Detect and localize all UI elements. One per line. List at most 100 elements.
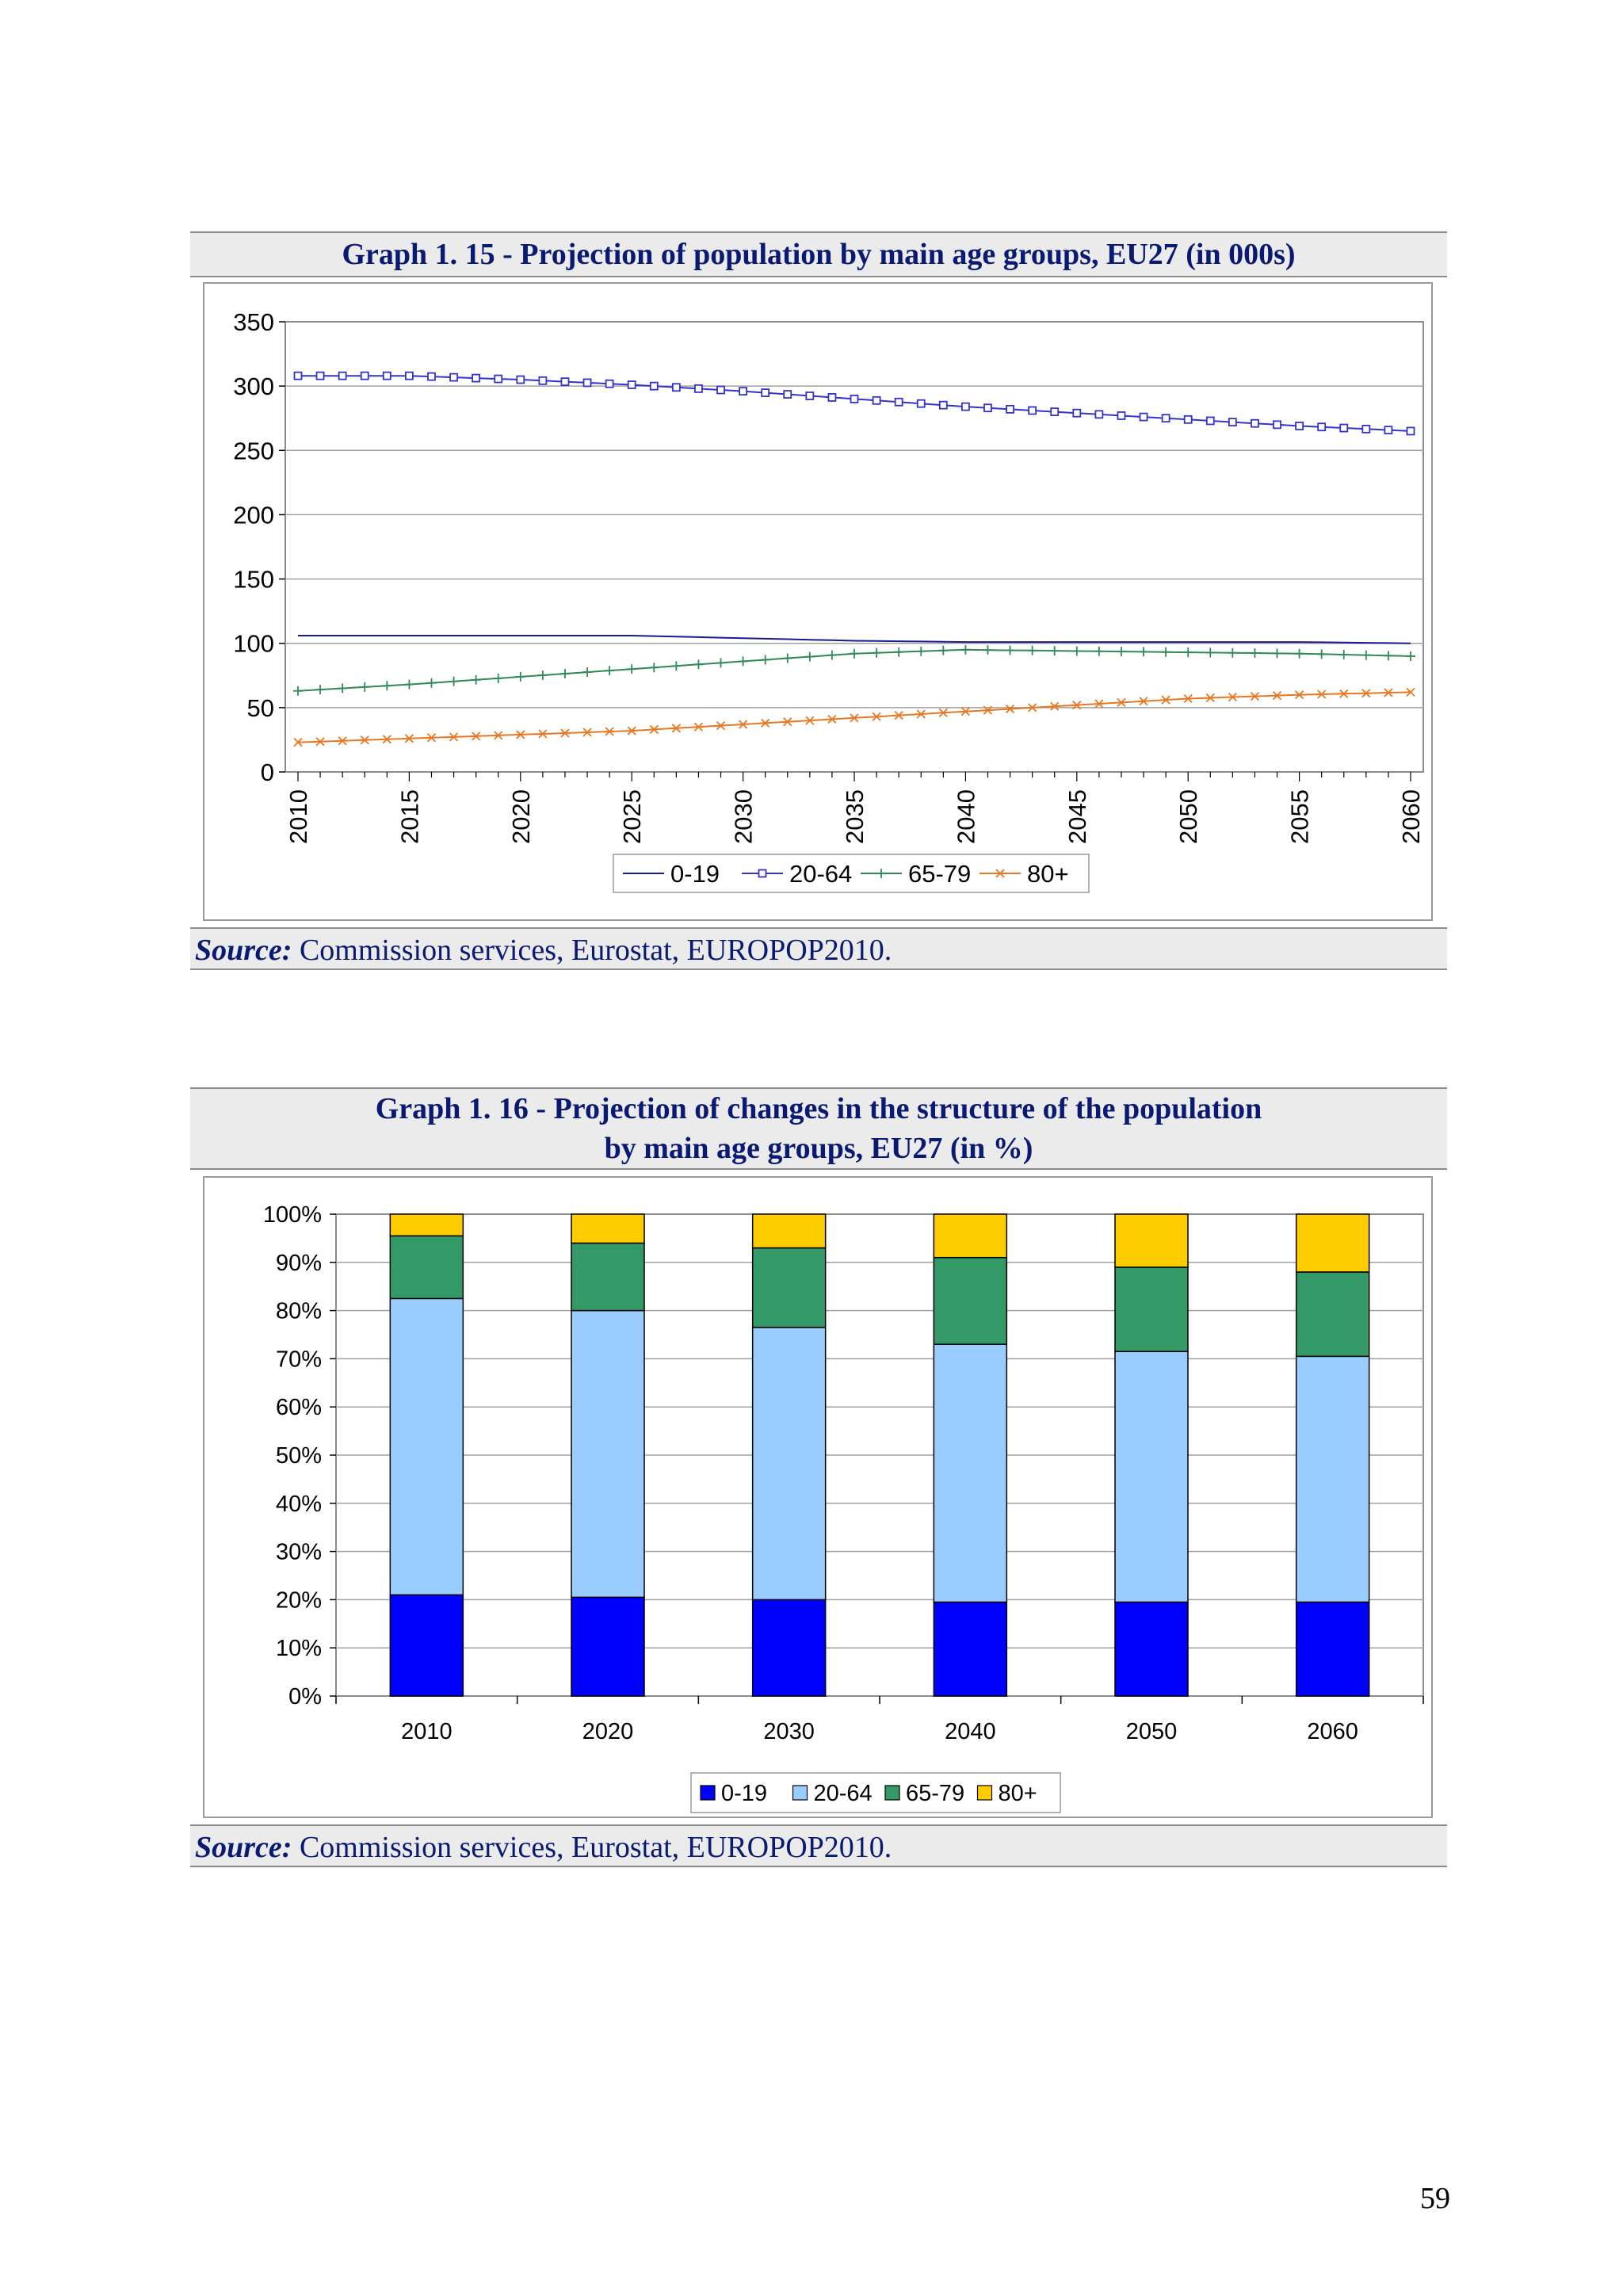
data-point — [1117, 411, 1126, 420]
graph16-source-label: Source: — [195, 1831, 292, 1864]
data-point — [559, 669, 570, 679]
y-tick-label: 80% — [276, 1299, 322, 1324]
legend-label: 65-79 — [908, 860, 971, 888]
graph15-source: Source: Commission services, Eurostat, E… — [190, 927, 1447, 970]
data-point — [1205, 648, 1216, 658]
bar-0-19 — [751, 1599, 827, 1697]
legend-swatch — [884, 1785, 900, 1801]
data-point — [1094, 699, 1104, 709]
bar-65-79 — [389, 1235, 464, 1300]
data-point — [1384, 426, 1393, 435]
series-line — [298, 635, 1411, 644]
bar-20-64 — [933, 1343, 1008, 1603]
y-tick-label: 300 — [233, 372, 274, 400]
data-point — [1317, 690, 1327, 699]
data-point — [493, 673, 503, 683]
data-point — [1005, 704, 1015, 714]
data-point — [827, 714, 837, 724]
data-point — [605, 727, 614, 736]
data-point — [338, 371, 347, 380]
data-point — [1228, 418, 1237, 426]
data-point — [761, 388, 770, 397]
data-point — [516, 730, 525, 739]
graph16-svg: 0% 10% 20% 30% 40% 50% 60% 70% 80% 90% 100% 2010 202… — [263, 1202, 1424, 1813]
legend-swatch — [792, 1785, 808, 1801]
data-point — [1338, 649, 1349, 659]
data-point — [1161, 414, 1170, 423]
data-point — [1094, 646, 1104, 656]
data-point — [560, 377, 570, 387]
data-point — [1161, 647, 1171, 657]
data-point — [716, 658, 726, 668]
data-point — [1006, 404, 1014, 414]
data-point — [1027, 645, 1037, 655]
legend-label: 65-79 — [906, 1781, 964, 1806]
y-tick-label: 30% — [276, 1540, 322, 1565]
legend-marker — [758, 869, 767, 878]
graph16-title-line1: Graph 1. 16 - Projection of changes in t… — [375, 1092, 1262, 1125]
data-point — [627, 380, 636, 389]
data-point — [671, 383, 681, 392]
data-point — [716, 385, 725, 395]
y-tick-label: 50% — [276, 1443, 322, 1469]
bar-0-19 — [1295, 1601, 1370, 1697]
legend-marker — [995, 869, 1005, 878]
data-point — [293, 738, 303, 747]
y-tick-label: 100% — [263, 1202, 322, 1228]
page-number: 59 — [1420, 2182, 1450, 2215]
data-point — [1383, 651, 1393, 661]
data-point — [1116, 647, 1126, 657]
data-point — [1050, 701, 1060, 711]
data-point — [426, 678, 437, 688]
data-point — [605, 666, 615, 676]
data-point — [872, 648, 882, 658]
data-point — [960, 707, 971, 716]
data-point — [671, 724, 681, 733]
data-point — [382, 735, 391, 744]
bar-65-79 — [933, 1256, 1008, 1345]
series-65-79 — [293, 644, 1415, 696]
graph15-title: Graph 1. 15 - Projection of population b… — [190, 231, 1447, 277]
data-point — [738, 656, 748, 667]
bar-80+ — [933, 1213, 1008, 1259]
x-tick-label: 2045 — [1064, 789, 1091, 844]
series-0-19 — [298, 635, 1411, 644]
data-point — [582, 728, 592, 737]
data-point — [494, 374, 503, 384]
data-point — [537, 670, 548, 680]
data-point — [360, 682, 370, 692]
data-point — [538, 376, 548, 385]
data-point — [1005, 645, 1015, 655]
y-tick-label: 0% — [288, 1684, 322, 1710]
data-point — [938, 645, 949, 655]
bar-65-79 — [751, 1247, 827, 1328]
series-20-64 — [293, 371, 1415, 436]
x-tick-label: 2010 — [401, 1719, 453, 1744]
data-point — [449, 732, 459, 742]
data-point — [1183, 648, 1193, 658]
data-point — [404, 734, 414, 743]
data-point — [360, 371, 369, 380]
data-point — [449, 372, 458, 382]
data-point — [1205, 416, 1215, 426]
x-tick-label: 2055 — [1286, 789, 1314, 844]
data-point — [804, 651, 815, 662]
data-point — [916, 399, 926, 408]
bar-80+ — [389, 1213, 464, 1237]
data-point — [605, 379, 614, 388]
data-point — [1339, 689, 1349, 698]
bar-80+ — [751, 1213, 827, 1249]
bar-65-79 — [571, 1242, 645, 1312]
y-tick-label: 150 — [233, 566, 274, 594]
data-point — [938, 400, 948, 410]
series-80+ — [293, 687, 1415, 747]
data-point — [827, 650, 837, 660]
data-point — [1072, 700, 1082, 710]
data-point — [472, 732, 481, 741]
graph16-title: Graph 1. 16 - Projection of changes in t… — [190, 1087, 1447, 1170]
data-point — [1384, 688, 1393, 697]
data-point — [1361, 424, 1371, 434]
data-point — [761, 718, 770, 728]
data-point — [938, 708, 948, 717]
data-point — [560, 728, 570, 738]
